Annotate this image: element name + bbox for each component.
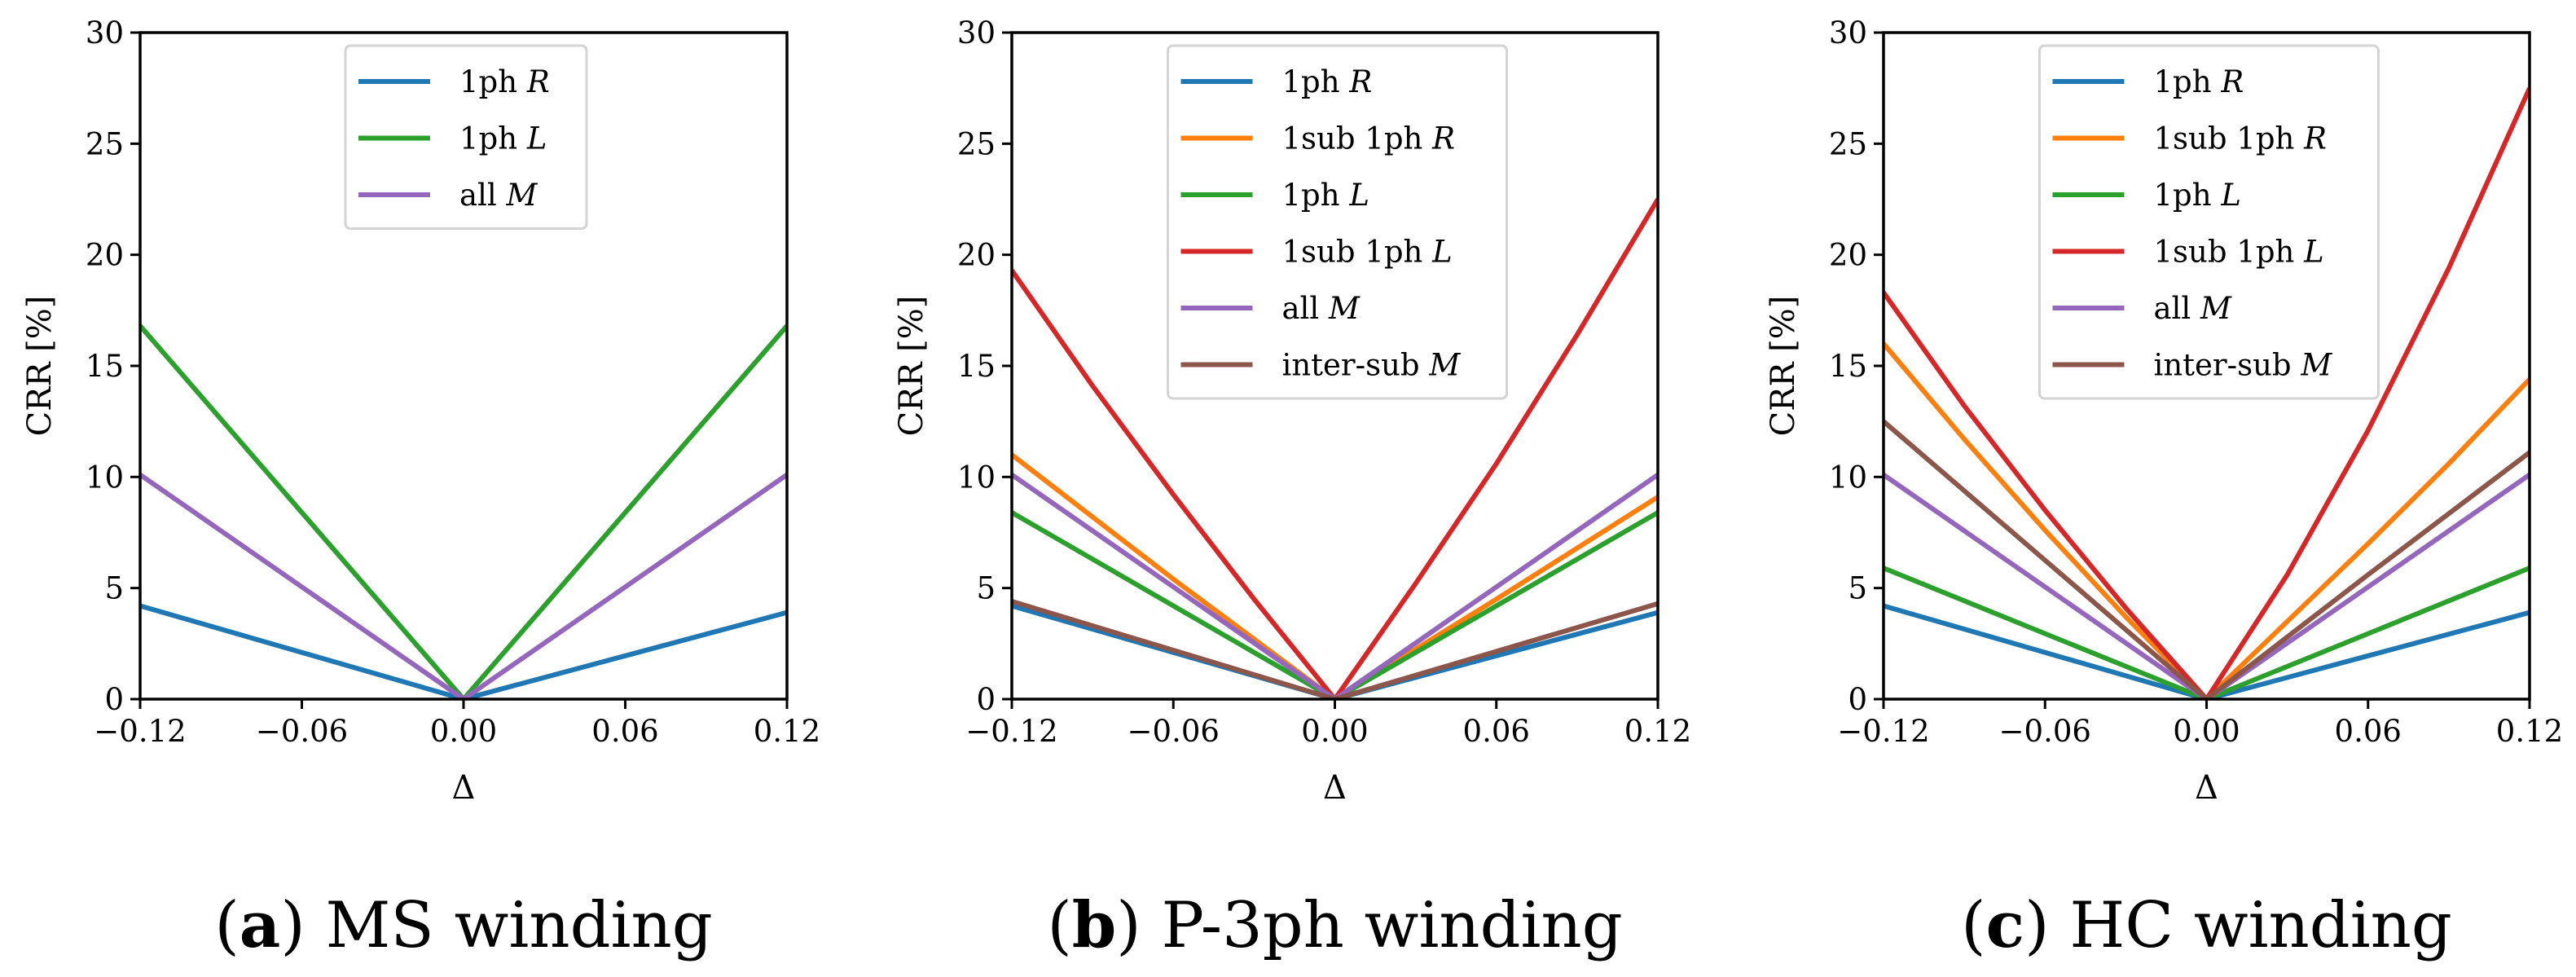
y-tick-label: 25 — [86, 126, 124, 161]
panel-caption: (b) P-3ph winding — [1047, 888, 1622, 962]
y-tick-label: 15 — [957, 349, 996, 384]
legend-entry: 1ph R — [459, 64, 550, 99]
y-tick-label: 10 — [86, 460, 124, 495]
y-tick-label: 15 — [86, 349, 124, 384]
legend-entry: 1ph L — [1282, 178, 1369, 213]
x-tick-label: −0.06 — [1999, 714, 2091, 749]
y-tick-label: 5 — [976, 571, 996, 606]
x-tick-label: 0.06 — [591, 714, 658, 749]
panel-c: −0.12 −0.06 0.00 0.06 0.12 0 5 10 15 20 25 30 Δ CRR [… — [1765, 15, 2563, 962]
legend-entry: 1ph R — [1282, 64, 1373, 99]
x-tick-label: 0.00 — [430, 714, 497, 749]
y-tick-label: 25 — [957, 126, 996, 161]
legend-entry: 1sub 1ph L — [2154, 235, 2324, 270]
legend-entry: 1sub 1ph R — [1282, 121, 1455, 156]
x-tick-label: −0.12 — [1837, 714, 1929, 749]
series-line-inter-sub-m — [1012, 599, 1658, 699]
y-tick-label: 10 — [957, 460, 996, 495]
y-axis-label: CRR [%] — [21, 296, 59, 437]
legend-frame — [344, 44, 588, 230]
y-tick-label: 25 — [1829, 126, 1867, 161]
y-tick-label: 0 — [1848, 682, 1867, 717]
series-line-1sub-1ph-r — [1012, 452, 1658, 699]
series-line-all-m — [1012, 473, 1658, 699]
series-line-1ph-l — [1012, 510, 1658, 699]
series-line-all-m — [1884, 473, 2530, 699]
legend-entry: 1ph L — [2154, 178, 2241, 213]
panel-caption: (a) MS winding — [214, 888, 712, 962]
series-line-1sub-1ph-r — [1884, 341, 2530, 699]
x-tick-label: 0.12 — [754, 714, 820, 749]
legend-entry: all M — [2154, 291, 2233, 326]
panel-b: −0.12 −0.06 0.00 0.06 0.12 0 5 10 15 20 25 30 Δ CRR [… — [893, 15, 1691, 962]
legend-entry: all M — [1282, 291, 1361, 326]
x-tick-label: 0.12 — [1624, 714, 1691, 749]
series-line-1ph-l — [1884, 566, 2530, 699]
y-tick-label: 15 — [1829, 349, 1867, 384]
series-line-inter-sub-m — [1884, 419, 2530, 699]
legend-entry: 1sub 1ph L — [1282, 235, 1453, 270]
panel-caption: (c) HC winding — [1961, 888, 2452, 962]
series-group — [1012, 197, 1658, 699]
series-group — [140, 323, 787, 699]
legend-entry: inter-sub M — [2154, 348, 2333, 383]
y-tick-label: 5 — [1848, 571, 1867, 606]
y-tick-label: 20 — [86, 238, 124, 273]
x-axis-label: Δ — [452, 769, 476, 807]
series-line-all-m — [140, 473, 787, 699]
y-axis-label: CRR [%] — [1765, 296, 1802, 437]
y-axis-label: CRR [%] — [893, 296, 930, 437]
y-tick-label: 30 — [1829, 15, 1867, 51]
y-tick-label: 30 — [86, 15, 124, 51]
series-group — [1884, 86, 2530, 699]
x-axis-label: Δ — [2195, 769, 2218, 807]
y-tick-label: 20 — [957, 238, 996, 273]
series-line-1ph-r — [1012, 603, 1658, 699]
x-tick-label: 0.12 — [2496, 714, 2563, 749]
series-line-1sub-1ph-l — [1884, 86, 2530, 699]
y-tick-label: 5 — [104, 571, 124, 606]
legend-entry: inter-sub M — [1282, 348, 1462, 383]
series-line-1sub-1ph-l — [1012, 197, 1658, 699]
x-axis-label: Δ — [1323, 769, 1347, 807]
x-tick-label: −0.12 — [965, 714, 1057, 749]
legend-entry: 1sub 1ph R — [2154, 121, 2327, 156]
legend: 1ph R 1sub 1ph R 1ph L 1sub 1ph L all M inter… — [2038, 44, 2380, 400]
legend: 1ph R 1sub 1ph R 1ph L 1sub 1ph L all M inter… — [1167, 44, 1508, 400]
series-line-1ph-l — [140, 323, 787, 699]
x-tick-label: −0.12 — [94, 714, 186, 749]
panel-a: −0.12 −0.06 0.00 0.06 0.12 0 5 10 15 20 25 30 Δ CRR [… — [21, 15, 820, 962]
series-line-1ph-r — [1884, 603, 2530, 699]
x-tick-label: 0.00 — [1301, 714, 1368, 749]
y-tick-label: 0 — [976, 682, 996, 717]
x-tick-label: 0.06 — [2335, 714, 2402, 749]
legend-entry: all M — [459, 178, 538, 213]
x-tick-label: 0.06 — [1463, 714, 1530, 749]
y-tick-label: 30 — [957, 15, 996, 51]
legend: 1ph R 1ph L all M — [344, 44, 588, 230]
y-tick-label: 20 — [1829, 238, 1867, 273]
x-tick-label: 0.00 — [2173, 714, 2240, 749]
x-tick-label: −0.06 — [1128, 714, 1220, 749]
y-tick-label: 10 — [1829, 460, 1867, 495]
legend-entry: 1ph L — [459, 121, 547, 156]
legend-entry: 1ph R — [2154, 64, 2244, 99]
series-line-1ph-r — [140, 603, 787, 699]
y-tick-label: 0 — [104, 682, 124, 717]
x-tick-label: −0.06 — [256, 714, 348, 749]
